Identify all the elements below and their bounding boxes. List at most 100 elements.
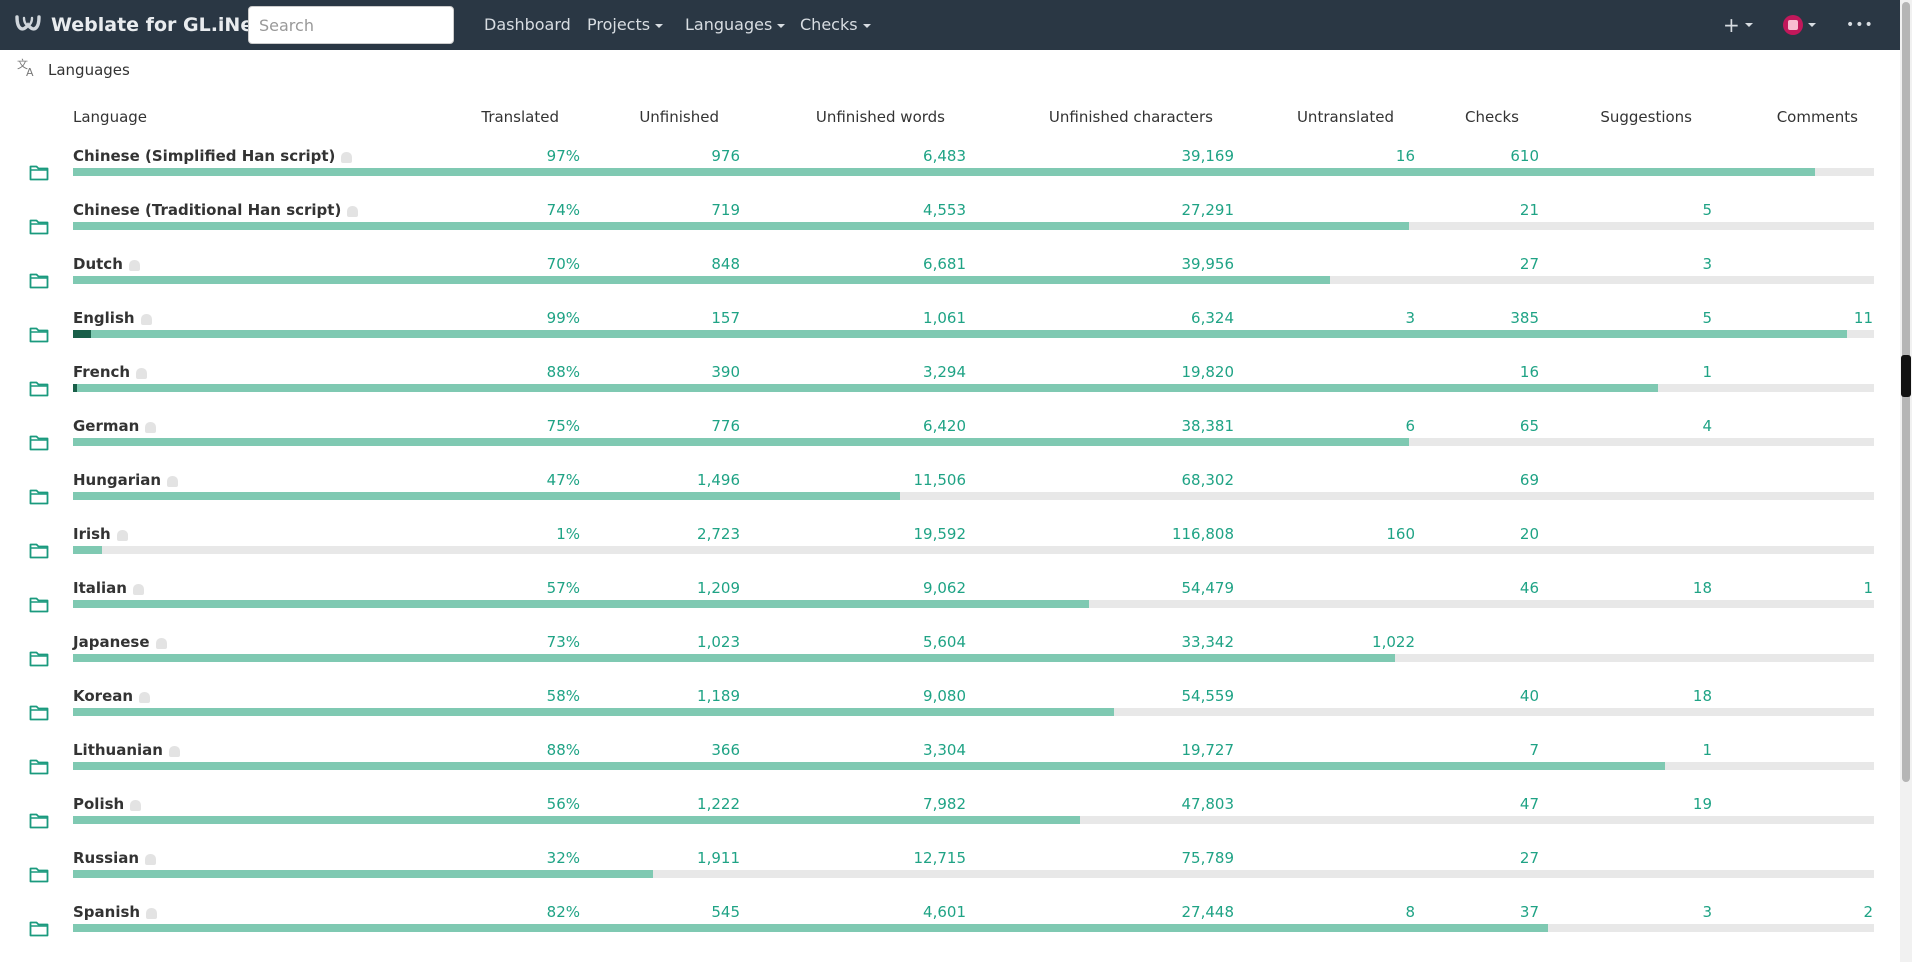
unfinished-cell[interactable]: 1,209 xyxy=(697,579,740,597)
untranslated-cell[interactable]: 6 xyxy=(1405,417,1415,435)
header-unfinished-characters[interactable]: Unfinished characters xyxy=(1048,108,1213,126)
folder-icon[interactable] xyxy=(29,434,49,455)
comments-cell[interactable]: 2 xyxy=(1863,903,1873,921)
add-dropdown[interactable]: + xyxy=(1723,0,1753,50)
header-language[interactable]: Language xyxy=(73,108,148,126)
checks-cell[interactable]: 610 xyxy=(1510,147,1539,165)
checks-cell[interactable]: 47 xyxy=(1519,795,1539,813)
language-link[interactable]: German xyxy=(73,416,157,436)
unfinished-words-cell[interactable]: 6,681 xyxy=(923,255,966,273)
checks-cell[interactable]: 46 xyxy=(1519,579,1539,597)
checks-cell[interactable]: 7 xyxy=(1529,741,1539,759)
unfinished-words-cell[interactable]: 9,080 xyxy=(923,687,966,705)
untranslated-cell[interactable]: 1,022 xyxy=(1372,633,1415,651)
language-link[interactable]: Korean xyxy=(73,686,151,706)
header-unfinished-words[interactable]: Unfinished words xyxy=(815,108,945,126)
header-unfinished[interactable]: Unfinished xyxy=(639,108,719,126)
checks-cell[interactable]: 40 xyxy=(1519,687,1539,705)
folder-icon[interactable] xyxy=(29,866,49,887)
unfinished-cell[interactable]: 390 xyxy=(711,363,740,381)
unfinished-cell[interactable]: 776 xyxy=(711,417,740,435)
translated-cell[interactable]: 57% xyxy=(546,579,580,597)
suggestions-cell[interactable]: 18 xyxy=(1692,579,1712,597)
translated-cell[interactable]: 75% xyxy=(546,417,580,435)
nav-dashboard[interactable]: Dashboard xyxy=(484,0,571,50)
suggestions-cell[interactable]: 4 xyxy=(1702,417,1712,435)
unfinished-characters-cell[interactable]: 38,381 xyxy=(1181,417,1235,435)
unfinished-cell[interactable]: 2,723 xyxy=(697,525,740,543)
folder-icon[interactable] xyxy=(29,758,49,779)
untranslated-cell[interactable]: 3 xyxy=(1405,309,1415,327)
folder-icon[interactable] xyxy=(29,326,49,347)
untranslated-cell[interactable]: 160 xyxy=(1386,525,1415,543)
language-link[interactable]: Dutch xyxy=(73,254,140,274)
unfinished-cell[interactable]: 976 xyxy=(711,147,740,165)
folder-icon[interactable] xyxy=(29,380,49,401)
unfinished-cell[interactable]: 719 xyxy=(711,201,740,219)
checks-cell[interactable]: 27 xyxy=(1519,849,1539,867)
language-link[interactable]: Spanish xyxy=(73,902,158,922)
unfinished-words-cell[interactable]: 6,483 xyxy=(923,147,966,165)
unfinished-words-cell[interactable]: 5,604 xyxy=(923,633,966,651)
folder-icon[interactable] xyxy=(29,650,49,671)
language-link[interactable]: Hungarian xyxy=(73,470,179,490)
user-menu-dropdown[interactable] xyxy=(1783,0,1816,50)
translated-cell[interactable]: 97% xyxy=(546,147,580,165)
more-menu-button[interactable]: ••• xyxy=(1846,0,1874,50)
unfinished-words-cell[interactable]: 19,592 xyxy=(913,525,967,543)
unfinished-characters-cell[interactable]: 54,479 xyxy=(1181,579,1235,597)
unfinished-characters-cell[interactable]: 6,324 xyxy=(1191,309,1234,327)
suggestions-cell[interactable]: 3 xyxy=(1702,255,1712,273)
untranslated-cell[interactable]: 16 xyxy=(1395,147,1415,165)
unfinished-words-cell[interactable]: 9,062 xyxy=(923,579,966,597)
unfinished-characters-cell[interactable]: 33,342 xyxy=(1181,633,1235,651)
page-scrollbar[interactable] xyxy=(1900,0,1912,962)
untranslated-cell[interactable]: 8 xyxy=(1405,903,1415,921)
search-input[interactable] xyxy=(248,6,454,44)
translated-cell[interactable]: 88% xyxy=(546,363,580,381)
unfinished-words-cell[interactable]: 3,304 xyxy=(923,741,966,759)
comments-cell[interactable]: 1 xyxy=(1863,579,1873,597)
checks-cell[interactable]: 27 xyxy=(1519,255,1539,273)
translated-cell[interactable]: 74% xyxy=(546,201,580,219)
unfinished-cell[interactable]: 157 xyxy=(711,309,740,327)
translated-cell[interactable]: 73% xyxy=(546,633,580,651)
translated-cell[interactable]: 56% xyxy=(546,795,580,813)
language-link[interactable]: French xyxy=(73,362,148,382)
language-link[interactable]: Russian xyxy=(73,848,157,868)
header-checks[interactable]: Checks xyxy=(1465,108,1519,126)
unfinished-characters-cell[interactable]: 39,956 xyxy=(1181,255,1235,273)
suggestions-cell[interactable]: 19 xyxy=(1692,795,1712,813)
unfinished-words-cell[interactable]: 11,506 xyxy=(913,471,967,489)
translated-cell[interactable]: 47% xyxy=(546,471,580,489)
language-link[interactable]: Lithuanian xyxy=(73,740,180,760)
language-link[interactable]: Chinese (Traditional Han script) xyxy=(73,200,359,220)
suggestions-cell[interactable]: 5 xyxy=(1702,309,1712,327)
suggestions-cell[interactable]: 5 xyxy=(1702,201,1712,219)
unfinished-cell[interactable]: 1,911 xyxy=(697,849,740,867)
header-suggestions[interactable]: Suggestions xyxy=(1600,108,1692,126)
unfinished-characters-cell[interactable]: 75,789 xyxy=(1181,849,1235,867)
language-link[interactable]: Irish xyxy=(73,524,128,544)
folder-icon[interactable] xyxy=(29,542,49,563)
unfinished-characters-cell[interactable]: 27,448 xyxy=(1181,903,1235,921)
language-link[interactable]: Polish xyxy=(73,794,142,814)
nav-projects-dropdown[interactable]: Projects xyxy=(587,0,664,50)
checks-cell[interactable]: 21 xyxy=(1519,201,1539,219)
folder-icon[interactable] xyxy=(29,596,49,617)
unfinished-cell[interactable]: 1,496 xyxy=(697,471,740,489)
language-link[interactable]: English xyxy=(73,308,152,328)
unfinished-characters-cell[interactable]: 116,808 xyxy=(1171,525,1234,543)
comments-cell[interactable]: 11 xyxy=(1853,309,1873,327)
unfinished-characters-cell[interactable]: 68,302 xyxy=(1181,471,1235,489)
suggestions-cell[interactable]: 3 xyxy=(1702,903,1712,921)
unfinished-words-cell[interactable]: 4,553 xyxy=(923,201,966,219)
header-translated[interactable]: Translated xyxy=(481,108,559,126)
unfinished-words-cell[interactable]: 12,715 xyxy=(913,849,967,867)
unfinished-cell[interactable]: 545 xyxy=(711,903,740,921)
unfinished-cell[interactable]: 1,189 xyxy=(697,687,740,705)
translated-cell[interactable]: 82% xyxy=(546,903,580,921)
checks-cell[interactable]: 20 xyxy=(1519,525,1539,543)
unfinished-characters-cell[interactable]: 54,559 xyxy=(1181,687,1235,705)
translated-cell[interactable]: 58% xyxy=(546,687,580,705)
